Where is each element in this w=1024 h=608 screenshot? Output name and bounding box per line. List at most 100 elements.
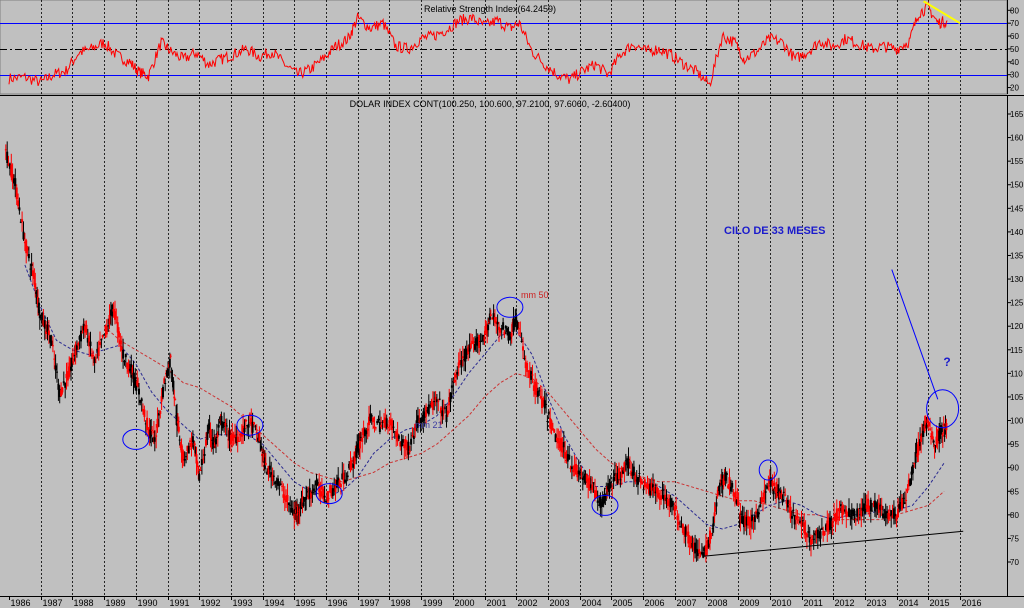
price-bar-body [66, 371, 69, 381]
price-bar-body [808, 537, 811, 543]
price-bar-body [831, 521, 834, 527]
price-bar-body [253, 422, 255, 425]
price-bar-body [871, 510, 874, 512]
price-bar-body [203, 454, 206, 456]
price-bar-body [943, 435, 946, 437]
price-bar-body [568, 454, 571, 460]
price-bar-body [558, 441, 561, 449]
price-bar-body [833, 514, 836, 516]
price-bar-body [191, 436, 194, 443]
price-bar-body [124, 353, 127, 358]
price-bar-body [465, 348, 468, 355]
x-tick-label: 1993 [233, 598, 253, 608]
price-bar-body [524, 362, 527, 369]
price-bar-body [319, 491, 322, 497]
price-bar-body [906, 489, 909, 492]
price-bar-body [384, 417, 387, 428]
price-bar-body [468, 343, 471, 352]
price-bar-body [649, 483, 652, 496]
x-tick-label: 2006 [645, 598, 665, 608]
price-bar-body [35, 291, 38, 294]
price-bar-body [278, 484, 281, 486]
price-bar-body [690, 536, 692, 549]
price-bar-body [82, 323, 85, 331]
price-bar-body [260, 445, 263, 450]
price-bar-body [425, 406, 428, 417]
price-bar-body [599, 495, 602, 508]
price-bar-body [146, 417, 149, 431]
price-bar-body [135, 382, 138, 391]
price-bar-body [826, 520, 829, 531]
x-axis: 1986 1987 1988 1989 1990 1991 1992 1993 1994 1995… [0, 596, 1024, 608]
price-bar-body [325, 500, 327, 502]
price-bar-body [916, 453, 919, 458]
price-bar-body [769, 477, 772, 487]
price-bar-body [844, 509, 846, 512]
price-bar-body [858, 508, 861, 509]
price-bar-body [715, 502, 718, 507]
price-bar-body [812, 538, 815, 540]
price-bar-body [357, 443, 360, 452]
price-bar-body [795, 516, 798, 520]
price-bar-body [545, 403, 548, 405]
price-bar-body [751, 514, 754, 522]
price-bar-body [395, 431, 398, 438]
price-bar-body [579, 471, 582, 476]
price-bar-body [62, 381, 65, 384]
price-bar-body [522, 346, 524, 351]
price-bar-body [532, 385, 535, 391]
price-bar-body [675, 505, 678, 510]
price-tick-label: 70 [1010, 558, 1019, 567]
price-bar-body [930, 431, 933, 433]
price-bar-body [725, 473, 728, 475]
price-bar-body [864, 504, 867, 514]
price-bar-body [472, 341, 475, 343]
price-bar-body [479, 341, 482, 342]
price-tick-label: 110 [1010, 369, 1023, 378]
price-bar-body [236, 436, 239, 442]
price-bar-body [867, 498, 870, 512]
price-bar-body [346, 475, 349, 478]
price-tick-label: 150 [1010, 181, 1024, 190]
price-bar-body [553, 429, 556, 433]
price-bar-body [565, 460, 568, 461]
rsi-title: Relative Strength Index(64.2459) [424, 4, 556, 14]
price-bar-body [660, 495, 663, 500]
price-bar-body [27, 254, 30, 259]
price-bar-body [108, 315, 111, 324]
price-bar-body [661, 489, 664, 491]
price-bar-body [495, 321, 498, 324]
price-bar-body [587, 478, 590, 488]
price-tick-label: 75 [1010, 534, 1019, 543]
price-bar-body [75, 345, 78, 350]
price-bar-body [41, 313, 44, 324]
price-bar-body [884, 511, 887, 519]
price-bar-body [205, 439, 207, 446]
price-bar-body [277, 478, 279, 486]
price-bar-body [830, 523, 833, 528]
price-bar-body [431, 401, 434, 410]
price-bar-body [848, 508, 850, 517]
price-bar-body [220, 416, 223, 426]
price-bar-body [796, 516, 799, 518]
price-bar-body [406, 446, 409, 451]
price-bar-body [694, 542, 697, 554]
price-bar-body [692, 542, 695, 551]
price-bar-body [221, 422, 224, 429]
price-bar-body [429, 405, 432, 407]
price-tick-label: 155 [1010, 157, 1024, 166]
price-bar-body [781, 499, 784, 503]
price-bar-body [536, 391, 539, 397]
price-bar-body [359, 440, 361, 449]
price-bar-body [410, 438, 413, 445]
price-bar-body [778, 491, 781, 498]
price-bar-body [861, 507, 864, 511]
x-tick-label: 1991 [170, 598, 190, 608]
price-bar-body [318, 483, 321, 493]
price-bar-body [773, 482, 776, 486]
price-bar-body [779, 490, 782, 494]
price-bar-body [727, 485, 730, 489]
price-bar-body [64, 383, 67, 388]
price-tick-label: 105 [1010, 393, 1024, 402]
price-bar-body [49, 335, 52, 343]
